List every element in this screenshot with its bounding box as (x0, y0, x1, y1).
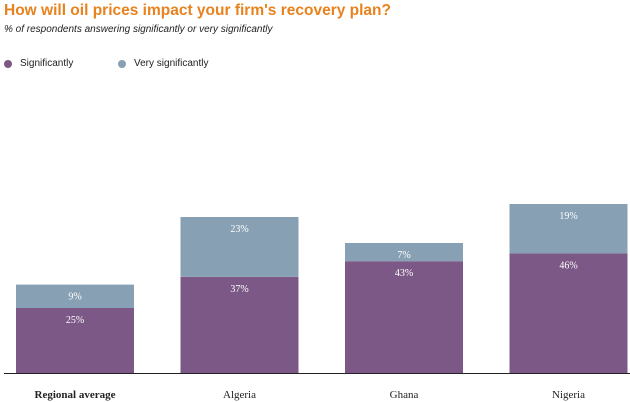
category-label-regional-average: Regional average (35, 389, 116, 401)
bar-algeria-significantly (180, 276, 299, 373)
category-label-algeria: Algeria (223, 389, 256, 401)
data-label-ghana-very-significantly: 7% (397, 250, 410, 261)
data-label-nigeria-very-significantly: 19% (559, 211, 577, 222)
legend-swatch-very-significantly (118, 59, 126, 68)
bar-nigeria-significantly (509, 253, 628, 373)
bar-regional-average-significantly (16, 308, 134, 373)
data-label-algeria-significantly: 37% (230, 284, 248, 295)
data-label-regional-average-very-significantly: 9% (68, 292, 81, 303)
legend-item-very-significantly: Very significantly (118, 58, 208, 69)
bar-ghana-significantly (345, 261, 463, 373)
bar-nigeria-very-significantly (509, 204, 628, 254)
chart-subtitle: % of respondents answering significantly… (4, 24, 273, 35)
bar-ghana-very-significantly (345, 243, 463, 262)
bar-regional-average-very-significantly (16, 284, 134, 308)
category-label-ghana: Ghana (390, 389, 419, 401)
legend-label-very-significantly: Very significantly (134, 58, 209, 69)
data-label-nigeria-significantly: 46% (559, 260, 577, 271)
category-label-nigeria: Nigeria (552, 389, 585, 401)
legend-label-significantly: Significantly (20, 58, 74, 69)
bar-algeria-very-significantly (180, 217, 299, 277)
legend-item-significantly: Significantly (4, 58, 73, 69)
legend-swatch-significantly (4, 59, 12, 68)
data-label-regional-average-significantly: 25% (66, 315, 84, 326)
legend: Significantly Very significantly (0, 58, 630, 72)
data-label-algeria-very-significantly: 23% (230, 224, 248, 235)
data-label-ghana-significantly: 43% (395, 268, 413, 279)
chart-title: How will oil prices impact your firm's r… (4, 2, 391, 19)
